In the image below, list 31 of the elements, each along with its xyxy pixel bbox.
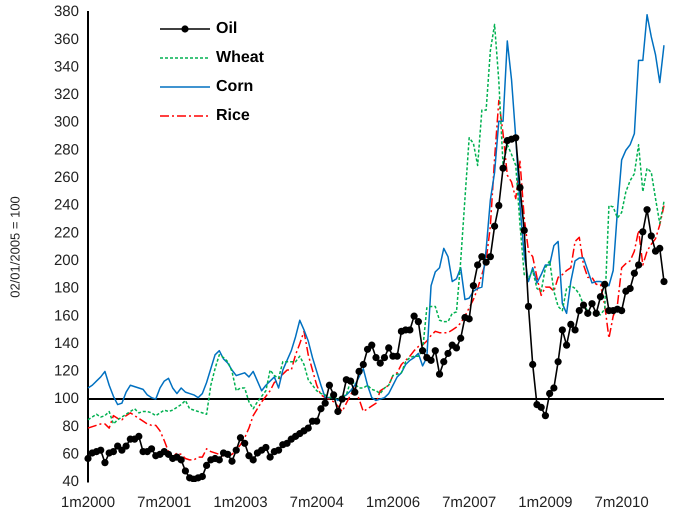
y-tick-label: 380 <box>54 3 79 20</box>
x-tick-label: 1m2003 <box>213 494 268 512</box>
legend-label: Wheat <box>216 48 264 66</box>
y-tick-label: 40 <box>62 473 79 490</box>
x-tick-label: 7m2001 <box>137 494 192 512</box>
y-tick-label: 320 <box>54 86 79 104</box>
y-tick-label: 260 <box>54 169 79 186</box>
y-tick-label: 300 <box>54 114 79 131</box>
y-tick-label: 100 <box>54 390 79 408</box>
y-tick-label: 180 <box>54 280 79 297</box>
x-tick-label: 1m2000 <box>60 494 116 512</box>
legend-label: Rice <box>216 106 250 124</box>
y-tick-label: 60 <box>62 445 79 462</box>
x-tick-label: 7m2010 <box>594 494 649 512</box>
y-tick-label: 140 <box>54 334 79 352</box>
y-tick-label: 80 <box>62 418 79 435</box>
x-tick-label: 7m2007 <box>442 494 496 512</box>
x-tick-label: 1m2006 <box>366 494 420 512</box>
legend-label: Oil <box>216 20 238 38</box>
x-tick-label: 7m2004 <box>290 494 344 512</box>
y-tick-label: 120 <box>54 362 79 380</box>
x-tick-label: 1m2009 <box>518 494 573 512</box>
y-tick-label: 240 <box>54 196 79 214</box>
y-tick-label: 280 <box>54 141 79 158</box>
y-tick-label: 160 <box>54 307 79 324</box>
y-tick-label: 220 <box>54 224 79 242</box>
legend-label: Corn <box>216 78 254 96</box>
y-tick-label: 360 <box>54 30 79 48</box>
y-tick-label: 340 <box>54 58 79 76</box>
y-axis-title: 02/01/2005 = 100 <box>7 196 22 298</box>
y-tick-label: 200 <box>54 252 79 269</box>
